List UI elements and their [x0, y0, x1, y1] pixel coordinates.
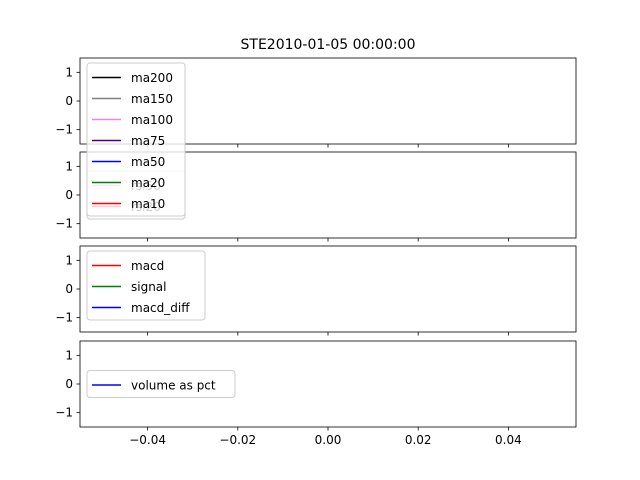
legend-label: volume as pct	[131, 379, 216, 393]
legend-label: ma75	[131, 134, 165, 148]
y-tick-label: 0	[65, 188, 73, 202]
x-tick-label: −0.04	[129, 433, 166, 447]
x-tick-label: −0.02	[219, 433, 256, 447]
legend-label: signal	[131, 280, 167, 294]
legend-label: ma10	[131, 197, 165, 211]
y-tick-label: 0	[65, 94, 73, 108]
y-tick-label: 0	[65, 282, 73, 296]
legend-label: ma100	[131, 113, 173, 127]
legend-box	[86, 62, 186, 217]
y-tick-label: 1	[65, 159, 73, 173]
legend-label: ma150	[131, 92, 173, 106]
legend-label: ma50	[131, 155, 165, 169]
y-tick-label: 1	[65, 253, 73, 267]
y-tick-label: 0	[65, 377, 73, 391]
legend: volume as pct	[86, 370, 236, 398]
y-tick-label: 1	[65, 65, 73, 79]
y-tick-label: −1	[55, 406, 73, 420]
subplot-4: 1 0 −1 −0.04 −0.02 0.00 0.02 0.04 volume as pct	[55, 340, 577, 447]
figure-title: STE2010-01-05 00:00:00	[241, 37, 416, 53]
legend: ma200 ma150 ma100 ma75 ma50 ma20 ma10	[86, 62, 186, 217]
legend-label: ma20	[131, 176, 165, 190]
x-tick-label: 0.00	[315, 433, 342, 447]
x-tick-label: 0.04	[495, 433, 522, 447]
x-tick-label: 0.02	[405, 433, 432, 447]
legend-label: ma200	[131, 71, 173, 85]
legend-box	[86, 370, 236, 398]
subplot-3: 1 0 −1 macd signal macd_diff	[55, 245, 577, 336]
legend: macd signal macd_diff	[86, 250, 206, 321]
y-tick-label: −1	[55, 311, 73, 325]
legend-label: macd	[131, 259, 164, 273]
y-tick-label: −1	[55, 123, 73, 137]
y-tick-label: 1	[65, 348, 73, 362]
y-tick-label: −1	[55, 217, 73, 231]
legend-label: macd_diff	[131, 301, 190, 315]
subplot-1: 1 0 −1 ma200 ma150 ma100 ma75 ma50 ma20 ma10	[55, 57, 577, 217]
legend-box	[86, 250, 206, 321]
